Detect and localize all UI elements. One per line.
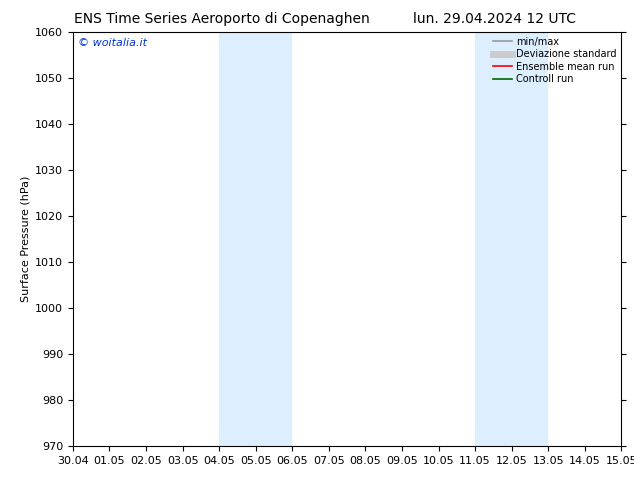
Bar [475, 32, 548, 446]
Bar [219, 32, 292, 446]
Text: © woitalia.it: © woitalia.it [79, 38, 147, 48]
Y-axis label: Surface Pressure (hPa): Surface Pressure (hPa) [21, 176, 31, 302]
Text: ENS Time Series Aeroporto di Copenaghen: ENS Time Series Aeroporto di Copenaghen [74, 12, 370, 26]
Text: lun. 29.04.2024 12 UTC: lun. 29.04.2024 12 UTC [413, 12, 576, 26]
Legend: min/max, Deviazione standard, Ensemble mean run, Controll run: min/max, Deviazione standard, Ensemble m… [489, 34, 619, 87]
